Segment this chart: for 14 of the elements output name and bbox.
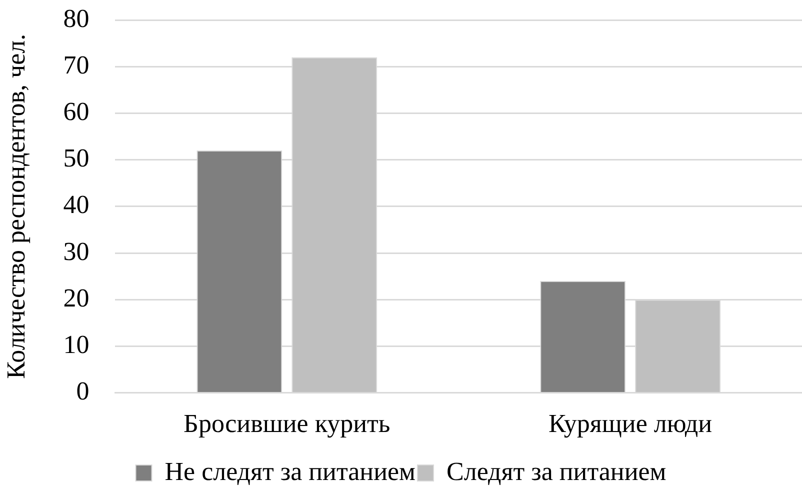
y-tick-label: 0 bbox=[76, 376, 90, 406]
y-tick-label: 60 bbox=[63, 97, 90, 126]
y-tick-label: 50 bbox=[63, 144, 90, 173]
y-tick-label: 40 bbox=[63, 190, 90, 220]
y-axis-title: Количество респондентов, чел. bbox=[1, 34, 30, 379]
y-tick-label: 20 bbox=[63, 283, 90, 312]
y-tick-label: 30 bbox=[63, 236, 90, 266]
x-tick-label: Курящие люди bbox=[548, 409, 712, 438]
legend-label: Следят за питанием bbox=[446, 456, 666, 486]
x-tick-label: Бросившие курить bbox=[184, 409, 390, 438]
legend-label: Не следят за питанием bbox=[164, 456, 416, 486]
y-tick-label: 80 bbox=[63, 4, 90, 33]
y-tick-label: 70 bbox=[63, 50, 90, 80]
y-tick-label: 10 bbox=[63, 330, 90, 360]
